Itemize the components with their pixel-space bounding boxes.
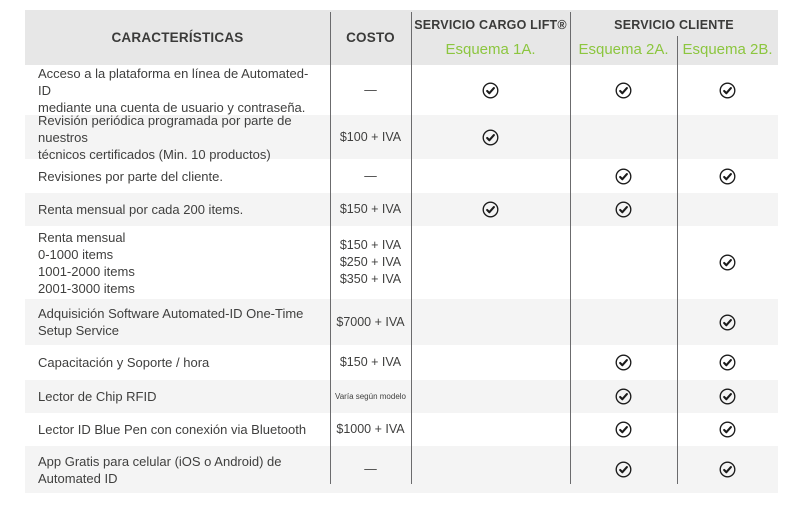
check-cell-2b (677, 299, 778, 345)
check-cell-1a (411, 226, 570, 299)
cost-cell: $150 + IVA (339, 202, 402, 216)
check-icon (719, 254, 736, 271)
check-cell-2b (677, 413, 778, 446)
feature-cell: Capacitación y Soporte / hora (38, 355, 210, 370)
check-cell-2a (570, 446, 677, 493)
esquema-2a-label: Esquema 2A. (578, 41, 669, 58)
check-icon (482, 129, 499, 145)
table-row: Acceso a la plataforma en línea de Autom… (25, 65, 778, 115)
check-icon (719, 354, 736, 371)
column-divider (570, 12, 571, 484)
check-cell-1a (411, 380, 570, 413)
header-caracteristicas: CARACTERÍSTICAS (111, 30, 244, 45)
check-cell-2b (677, 345, 778, 380)
check-icon (615, 201, 632, 218)
check-cell-2a (570, 159, 677, 193)
esquema-2b-label: Esquema 2B. (682, 41, 773, 58)
table-row: Renta mensual 0-1000 items 1001-2000 ite… (25, 226, 778, 299)
check-cell-2a (570, 193, 677, 226)
cost-cell: $100 + IVA (339, 129, 402, 144)
check-icon (719, 82, 736, 98)
cost-cell: Varía según modelo (334, 392, 406, 401)
check-cell-2a (570, 65, 677, 115)
feature-cell: App Gratis para celular (iOS o Android) … (38, 453, 282, 486)
cost-cell: $1000 + IVA (336, 422, 405, 436)
check-icon (615, 168, 632, 184)
table-body: Acceso a la plataforma en línea de Autom… (25, 65, 778, 493)
table-row: Lector de Chip RFID Varía según modelo (25, 380, 778, 413)
check-icon (719, 168, 736, 184)
table-row: App Gratis para celular (iOS o Android) … (25, 446, 778, 493)
check-icon (719, 314, 736, 330)
header-servicio-cliente: SERVICIO CLIENTE Esquema 2A. Esquema 2B. (570, 10, 778, 65)
feature-cell: Renta mensual 0-1000 items 1001-2000 ite… (38, 229, 135, 296)
check-cell-2a (570, 226, 677, 299)
feature-cell: Adquisición Software Automated-ID One-Ti… (38, 306, 304, 338)
check-cell-2b (677, 380, 778, 413)
check-cell-2b (677, 115, 778, 159)
cost-cell: — (364, 168, 377, 183)
table-row: Lector ID Blue Pen con conexión via Blue… (25, 413, 778, 446)
cost-cell: — (364, 82, 377, 97)
check-icon (719, 388, 736, 405)
column-divider (411, 12, 412, 484)
check-cell-2b (677, 193, 778, 226)
check-cell-1a (411, 413, 570, 446)
check-cell-1a (411, 159, 570, 193)
check-cell-1a (411, 65, 570, 115)
table-row: Capacitación y Soporte / hora $150 + IVA (25, 345, 778, 380)
check-cell-1a (411, 345, 570, 380)
esquema-sublabels: Esquema 2A. Esquema 2B. (570, 42, 778, 58)
check-icon (615, 461, 632, 478)
check-cell-2a (570, 299, 677, 345)
check-icon (615, 82, 632, 98)
check-cell-2a (570, 345, 677, 380)
esquema-1a-label: Esquema 1A. (445, 41, 536, 58)
table-row: Revisiones por parte del cliente. — (25, 159, 778, 193)
cost-cell: — (364, 462, 377, 476)
check-cell-2a (570, 115, 677, 159)
feature-cell: Lector de Chip RFID (38, 389, 157, 404)
pricing-table: CARACTERÍSTICAS COSTO SERVICIO CARGO LIF… (25, 10, 778, 493)
table-header: CARACTERÍSTICAS COSTO SERVICIO CARGO LIF… (25, 10, 778, 65)
check-icon (615, 421, 632, 438)
table-row: Adquisición Software Automated-ID One-Ti… (25, 299, 778, 345)
check-icon (615, 354, 632, 371)
cost-cell: $7000 + IVA (336, 314, 405, 329)
check-cell-2a (570, 413, 677, 446)
check-icon (482, 201, 499, 218)
feature-cell: Lector ID Blue Pen con conexión via Blue… (38, 422, 307, 437)
check-icon (482, 82, 499, 98)
column-divider (677, 36, 678, 484)
cost-cell: $150 + IVA (339, 355, 402, 369)
check-cell-2a (570, 380, 677, 413)
servicio-cliente-title: SERVICIO CLIENTE (614, 18, 734, 32)
servicio-cargo-lift-title: SERVICIO CARGO LIFT® (414, 18, 567, 32)
feature-cell: Renta mensual por cada 200 items. (38, 202, 244, 217)
header-servicio-cargo-lift: SERVICIO CARGO LIFT® Esquema 1A. (411, 10, 570, 65)
check-cell-1a (411, 446, 570, 493)
feature-cell: Acceso a la plataforma en línea de Autom… (38, 65, 309, 115)
table-row: Revisión periódica programada por parte … (25, 112, 778, 162)
check-icon (719, 461, 736, 478)
check-cell-1a (411, 193, 570, 226)
feature-cell: Revisión periódica programada por parte … (38, 112, 292, 162)
check-cell-2b (677, 446, 778, 493)
check-cell-2b (677, 159, 778, 193)
check-cell-1a (411, 115, 570, 159)
check-cell-2b (677, 65, 778, 115)
check-cell-2b (677, 226, 778, 299)
table-row: Renta mensual por cada 200 items. $150 + … (25, 193, 778, 226)
column-divider (330, 12, 331, 484)
check-cell-1a (411, 299, 570, 345)
feature-cell: Revisiones por parte del cliente. (38, 168, 223, 184)
check-icon (719, 421, 736, 438)
cost-cell: $150 + IVA $250 + IVA $350 + IVA (339, 238, 402, 286)
check-icon (615, 388, 632, 405)
header-costo: COSTO (346, 30, 395, 45)
